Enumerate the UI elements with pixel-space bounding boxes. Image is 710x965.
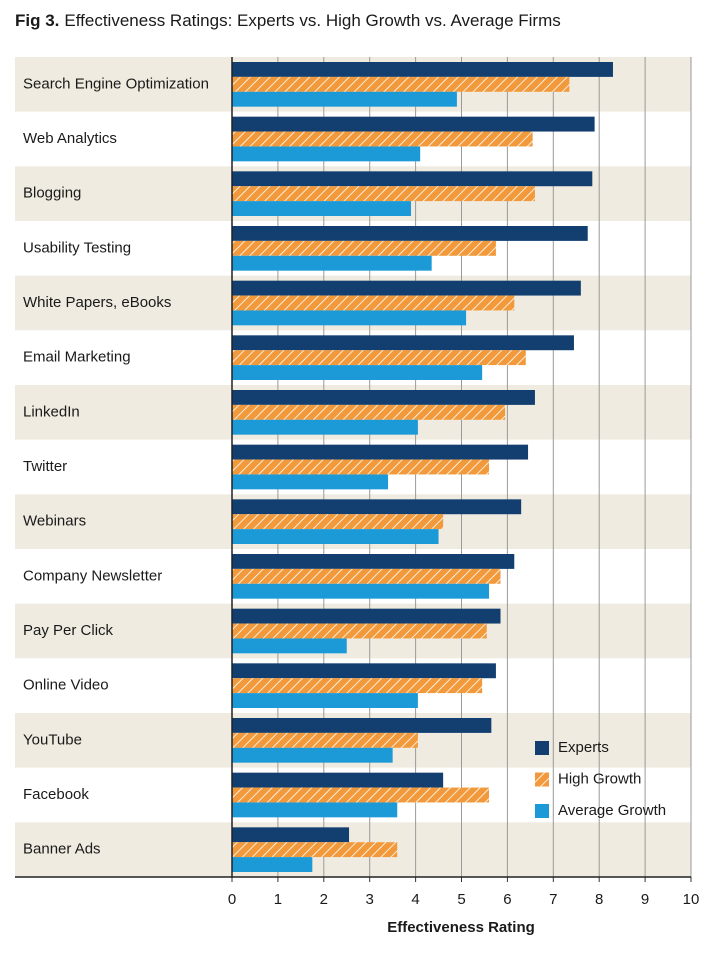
bar	[232, 623, 487, 639]
bar	[232, 226, 588, 241]
bar	[232, 280, 581, 296]
bar	[232, 116, 595, 132]
category-label: LinkedIn	[23, 403, 80, 420]
bar	[232, 678, 483, 694]
bar	[232, 444, 529, 460]
legend-label: High Growth	[558, 770, 641, 787]
x-tick-label: 0	[228, 891, 236, 908]
bar	[232, 842, 398, 858]
category-label: White Papers, eBooks	[23, 294, 171, 311]
bar	[232, 583, 490, 599]
category-label: Pay Per Click	[23, 622, 114, 639]
bar	[232, 91, 457, 107]
bar	[232, 240, 496, 256]
x-tick-label: 6	[503, 891, 511, 908]
bar	[232, 802, 398, 818]
bar	[232, 186, 535, 202]
category-label: Web Analytics	[23, 130, 117, 147]
legend-swatch	[535, 772, 549, 787]
chart-title: Fig 3. Effectiveness Ratings: Experts vs.…	[15, 11, 561, 30]
category-label: Banner Ads	[23, 841, 101, 858]
category-label: Twitter	[23, 458, 67, 475]
bar	[232, 772, 444, 788]
bar	[232, 335, 574, 351]
x-tick-label: 2	[320, 891, 328, 908]
bar	[232, 827, 350, 843]
category-label: Facebook	[23, 786, 89, 803]
category-label: Blogging	[23, 185, 81, 202]
x-tick-label: 3	[366, 891, 374, 908]
legend-swatch	[535, 741, 549, 755]
category-label: YouTube	[23, 731, 82, 748]
bar	[232, 146, 421, 162]
bar	[232, 638, 347, 654]
bar	[232, 554, 515, 569]
category-label: Webinars	[23, 513, 86, 530]
bar	[232, 568, 501, 584]
title-text: Effectiveness Ratings: Experts vs. High …	[64, 11, 560, 30]
figure-label: Fig 3.	[15, 11, 59, 30]
x-tick-label: 4	[411, 891, 419, 908]
bar	[232, 499, 522, 515]
bar	[232, 404, 506, 420]
bar	[232, 310, 467, 326]
bar	[232, 365, 483, 380]
bar	[232, 201, 412, 216]
x-tick-label: 9	[641, 891, 649, 908]
category-label: Usability Testing	[23, 239, 131, 256]
x-axis-label: Effectiveness Rating	[387, 919, 535, 936]
category-label: Online Video	[23, 677, 109, 694]
bar	[232, 718, 492, 733]
bar	[232, 608, 501, 624]
bar	[232, 76, 570, 92]
bar	[232, 747, 393, 763]
x-tick-label: 1	[274, 891, 282, 908]
bar	[232, 857, 313, 872]
x-tick-label: 5	[457, 891, 465, 908]
bar	[232, 474, 389, 490]
bar	[232, 255, 432, 271]
x-tick-label: 7	[549, 891, 557, 908]
bar	[232, 514, 444, 530]
bar	[232, 295, 515, 311]
bar	[232, 529, 439, 544]
bar	[232, 350, 526, 366]
bar	[232, 787, 490, 803]
category-label: Company Newsletter	[23, 567, 162, 584]
bar	[232, 390, 535, 405]
bar	[232, 693, 418, 708]
bar	[232, 171, 593, 187]
bar	[232, 62, 613, 77]
legend-swatch	[535, 804, 549, 818]
x-tick-label: 8	[595, 891, 603, 908]
legend-label: Experts	[558, 739, 609, 756]
category-label: Email Marketing	[23, 349, 131, 366]
bar	[232, 131, 533, 147]
bar	[232, 419, 418, 435]
bar	[232, 732, 418, 748]
category-label: Search Engine Optimization	[23, 75, 209, 92]
x-tick-label: 10	[683, 891, 700, 908]
legend-label: Average Growth	[558, 802, 666, 819]
bar	[232, 459, 490, 475]
bar	[232, 663, 496, 679]
